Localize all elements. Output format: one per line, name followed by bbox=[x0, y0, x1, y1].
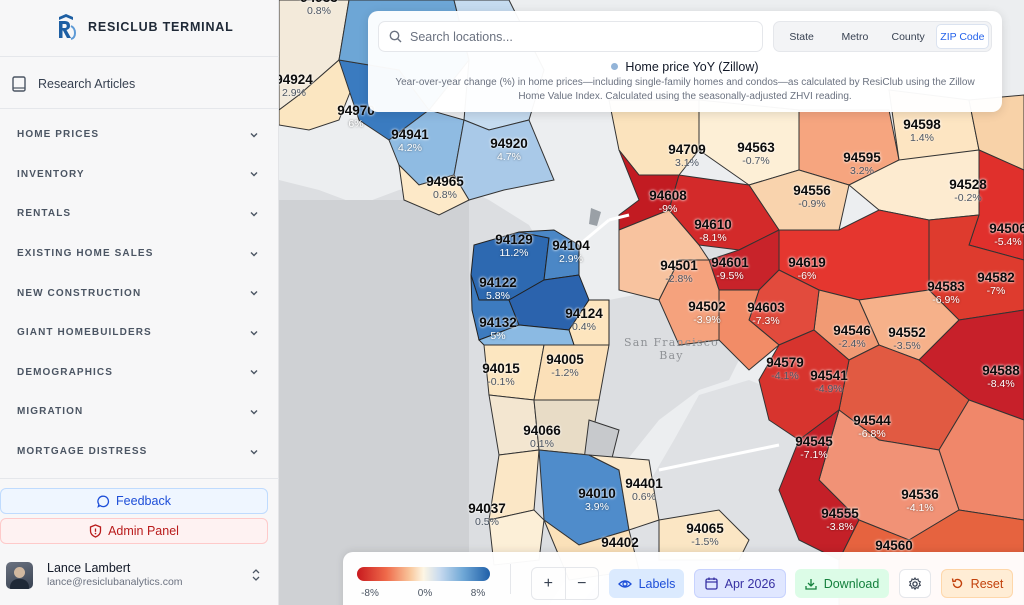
sidebar-item-label: RENTALS bbox=[17, 208, 72, 220]
reset-icon bbox=[951, 578, 962, 589]
metric-dot-icon bbox=[611, 63, 619, 71]
search-icon bbox=[389, 30, 402, 43]
bridge bbox=[658, 443, 780, 472]
resiclub-logo-icon bbox=[59, 14, 77, 40]
sidebar-item-migration[interactable]: MIGRATION bbox=[0, 392, 279, 432]
search-panel: State Metro County ZIP Code Home price Y… bbox=[368, 11, 1002, 112]
chevron-down-icon bbox=[250, 291, 258, 296]
divider bbox=[510, 564, 511, 594]
metric-description: Year-over-year change (%) in home prices… bbox=[395, 77, 975, 102]
search-input[interactable] bbox=[410, 29, 740, 44]
island bbox=[589, 208, 601, 226]
sidebar-item-giant-homebuilders[interactable]: GIANT HOMEBUILDERS bbox=[0, 313, 279, 353]
tab-county[interactable]: County bbox=[891, 30, 925, 43]
tab-state[interactable]: State bbox=[789, 30, 814, 43]
message-icon bbox=[97, 495, 110, 508]
user-email: lance@resiclubanalytics.com bbox=[47, 576, 183, 588]
metric-title: Home price YoY (Zillow) bbox=[368, 60, 1002, 74]
search-box[interactable] bbox=[378, 21, 763, 52]
sidebar-item-label: DEMOGRAPHICS bbox=[17, 366, 113, 378]
color-legend bbox=[357, 567, 490, 581]
zoom-out-button[interactable]: − bbox=[564, 568, 599, 599]
download-button-label: Download bbox=[823, 576, 880, 591]
feedback-button[interactable]: Feedback bbox=[0, 488, 268, 514]
chevron-up-down-icon bbox=[252, 569, 260, 581]
research-articles-link[interactable]: Research Articles bbox=[12, 76, 135, 92]
shield-alert-icon bbox=[89, 524, 102, 538]
tab-zip-code[interactable]: ZIP Code bbox=[935, 24, 989, 49]
sidebar-item-label: EXISTING HOME SALES bbox=[17, 248, 154, 260]
chevron-down-icon bbox=[250, 330, 258, 336]
gear-icon bbox=[908, 576, 922, 590]
legend-max-label: 8% bbox=[470, 588, 486, 599]
eye-icon bbox=[617, 579, 632, 588]
sidebar-item-label: GIANT HOMEBUILDERS bbox=[17, 327, 152, 339]
water-body-label: San Francisco Bay bbox=[624, 336, 719, 362]
user-menu[interactable]: Lance Lambert lance@resiclubanalytics.co… bbox=[0, 554, 268, 596]
sidebar-item-existing-home-sales[interactable]: EXISTING HOME SALES bbox=[0, 234, 279, 274]
download-button[interactable]: Download bbox=[795, 569, 889, 598]
bridge bbox=[578, 218, 610, 247]
sidebar-item-mortgage-distress[interactable]: MORTGAGE DISTRESS bbox=[0, 432, 279, 472]
sidebar-item-label: NEW CONSTRUCTION bbox=[17, 287, 142, 299]
brand-name: RESICLUB TERMINAL bbox=[88, 20, 234, 34]
sidebar-item-inventory[interactable]: INVENTORY bbox=[0, 155, 279, 195]
sidebar-item-new-construction[interactable]: NEW CONSTRUCTION bbox=[0, 273, 279, 313]
sidebar-nav: HOME PRICES INVENTORY RENTALS EXISTING H… bbox=[0, 115, 279, 471]
chevron-down-icon bbox=[250, 370, 258, 375]
sidebar-item-label: MORTGAGE DISTRESS bbox=[17, 446, 148, 458]
legend-mid-label: 0% bbox=[417, 588, 433, 599]
sidebar-item-demographics[interactable]: DEMOGRAPHICS bbox=[0, 353, 279, 393]
divider bbox=[0, 108, 279, 109]
admin-panel-button[interactable]: Admin Panel bbox=[0, 518, 268, 544]
sidebar-item-rentals[interactable]: RENTALS bbox=[0, 194, 279, 234]
sidebar-item-label: MIGRATION bbox=[17, 406, 84, 418]
chevron-down-icon bbox=[250, 409, 258, 415]
labels-toggle-button[interactable]: Labels bbox=[609, 569, 684, 598]
book-icon bbox=[12, 76, 26, 92]
research-articles-label: Research Articles bbox=[38, 77, 136, 91]
avatar bbox=[6, 561, 33, 589]
labels-button-label: Labels bbox=[638, 576, 676, 591]
brand[interactable]: RESICLUB TERMINAL bbox=[54, 14, 234, 40]
geography-level-tabs: State Metro County ZIP Code bbox=[773, 21, 992, 52]
zoom-controls: + − bbox=[531, 567, 599, 600]
chevron-down-icon bbox=[250, 251, 258, 257]
ocean bbox=[279, 200, 469, 605]
map-toolbar: -8% 0% 8% + − Labels Apr 2026 Download R… bbox=[343, 552, 1024, 605]
feedback-label: Feedback bbox=[116, 494, 171, 508]
zoom-in-button[interactable]: + bbox=[543, 574, 553, 592]
chevron-down-icon bbox=[250, 449, 258, 455]
sidebar-item-label: HOME PRICES bbox=[17, 129, 100, 141]
legend-min-label: -8% bbox=[361, 588, 379, 599]
sidebar-item-label: INVENTORY bbox=[17, 168, 85, 180]
reset-button[interactable]: Reset bbox=[941, 569, 1013, 598]
chevron-down-icon bbox=[250, 172, 258, 177]
calendar-icon bbox=[704, 577, 718, 590]
download-icon bbox=[805, 578, 817, 590]
sidebar: RESICLUB TERMINAL Research Articles HOME… bbox=[0, 0, 279, 605]
date-button-label: Apr 2026 bbox=[724, 576, 776, 591]
divider bbox=[0, 56, 279, 57]
reset-button-label: Reset bbox=[970, 576, 1004, 591]
divider bbox=[0, 478, 279, 479]
settings-button[interactable] bbox=[899, 569, 931, 598]
bridge bbox=[608, 213, 630, 222]
chevron-down-icon bbox=[250, 211, 258, 217]
chevron-down-icon bbox=[250, 132, 258, 138]
tab-metro[interactable]: Metro bbox=[841, 30, 869, 43]
admin-panel-label: Admin Panel bbox=[108, 524, 179, 538]
date-picker-button[interactable]: Apr 2026 bbox=[694, 569, 786, 598]
sidebar-item-home-prices[interactable]: HOME PRICES bbox=[0, 115, 279, 155]
user-name: Lance Lambert bbox=[47, 561, 131, 575]
